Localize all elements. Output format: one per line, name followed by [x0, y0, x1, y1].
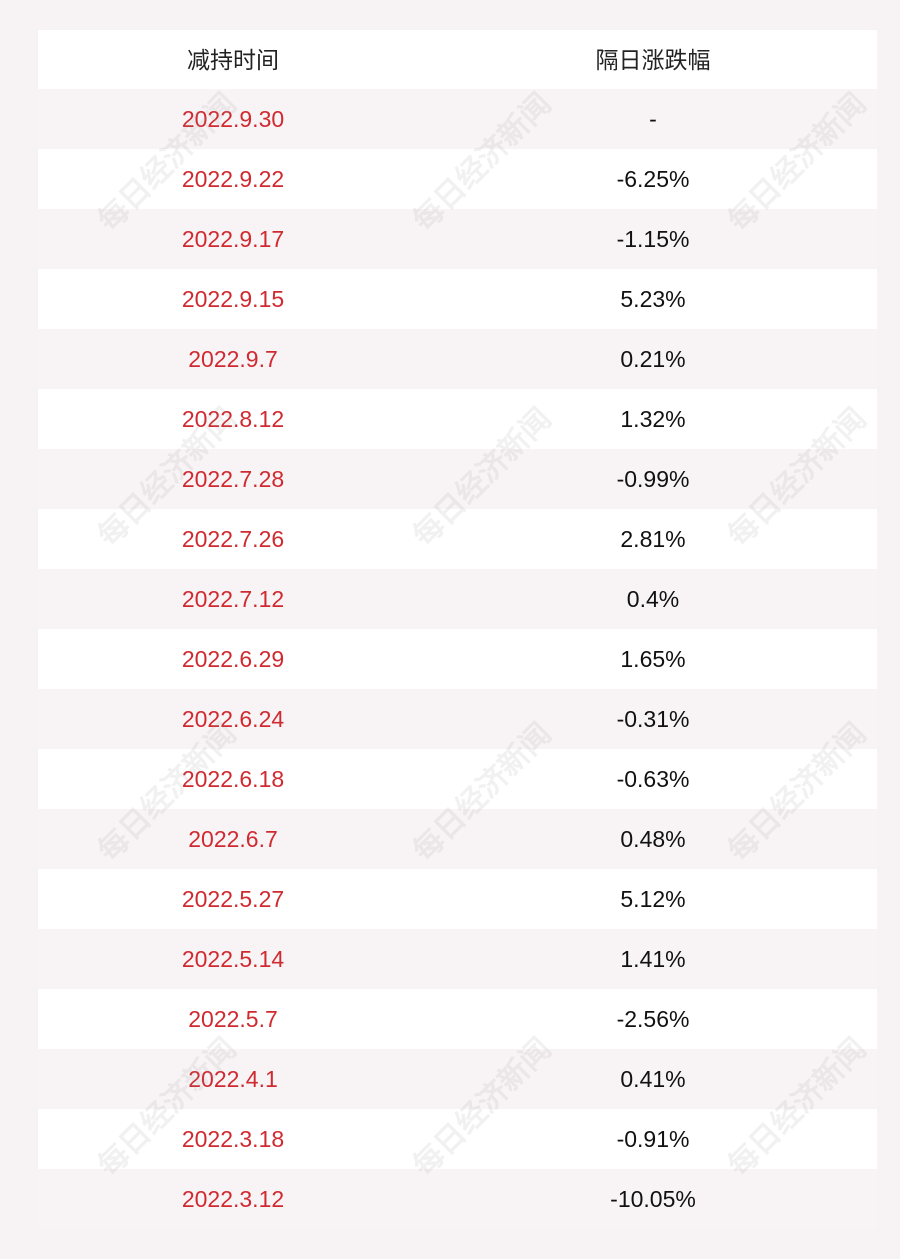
- date-cell: 2022.5.14: [181, 946, 285, 972]
- date-cell: 2022.9.7: [188, 346, 278, 372]
- date-cell: 2022.6.7: [188, 826, 278, 852]
- date-cell: 2022.5.27: [181, 886, 285, 912]
- table-row: 2022.5.7 -2.56%: [38, 989, 877, 1049]
- date-cell: 2022.9.22: [181, 166, 285, 192]
- change-cell: 0.41%: [620, 1066, 686, 1092]
- header-cell: 减持时间: [187, 47, 279, 73]
- change-cell: 5.23%: [620, 286, 686, 312]
- header-cell: 隔日涨跌幅: [595, 47, 711, 73]
- change-cell: -0.99%: [616, 466, 690, 492]
- table-row: 2022.9.30 -: [38, 89, 877, 149]
- change-cell: -: [649, 106, 657, 132]
- date-cell: 2022.4.1: [188, 1066, 278, 1092]
- change-cell: 2.81%: [620, 526, 686, 552]
- table-row: 2022.5.27 5.12%: [38, 869, 877, 929]
- table-row: 2022.6.24 -0.31%: [38, 689, 877, 749]
- table-row: 2022.7.26 2.81%: [38, 509, 877, 569]
- table-row: 2022.6.18 -0.63%: [38, 749, 877, 809]
- table-row: 2022.6.29 1.65%: [38, 629, 877, 689]
- table-row: 2022.9.7 0.21%: [38, 329, 877, 389]
- change-cell: -0.91%: [616, 1126, 690, 1152]
- table-row: 2022.9.17 -1.15%: [38, 209, 877, 269]
- table-row: 2022.5.14 1.41%: [38, 929, 877, 989]
- change-cell: 1.32%: [620, 406, 686, 432]
- change-cell: -6.25%: [616, 166, 690, 192]
- change-cell: -0.31%: [616, 706, 690, 732]
- change-cell: 1.41%: [620, 946, 686, 972]
- table-row: 2022.9.22 -6.25%: [38, 149, 877, 209]
- change-cell: 0.48%: [620, 826, 686, 852]
- table-row: 2022.9.15 5.23%: [38, 269, 877, 329]
- table-row: 2022.7.28 -0.99%: [38, 449, 877, 509]
- date-cell: 2022.6.29: [181, 646, 285, 672]
- change-cell: 0.21%: [620, 346, 686, 372]
- table-row: 2022.8.12 1.32%: [38, 389, 877, 449]
- change-cell: -1.15%: [616, 226, 690, 252]
- change-cell: 5.12%: [620, 886, 686, 912]
- date-cell: 2022.5.7: [188, 1006, 278, 1032]
- date-cell: 2022.9.30: [181, 106, 285, 132]
- date-cell: 2022.3.12: [181, 1186, 285, 1212]
- date-cell: 2022.6.24: [181, 706, 285, 732]
- date-cell: 2022.6.18: [181, 766, 285, 792]
- table-row: 2022.3.12 -10.05%: [38, 1169, 877, 1229]
- change-cell: 1.65%: [620, 646, 686, 672]
- date-cell: 2022.7.26: [181, 526, 285, 552]
- change-cell: -2.56%: [616, 1006, 690, 1032]
- change-cell: -10.05%: [610, 1186, 696, 1212]
- date-cell: 2022.7.12: [181, 586, 285, 612]
- date-cell: 2022.8.12: [181, 406, 285, 432]
- table-row: 2022.6.7 0.48%: [38, 809, 877, 869]
- change-cell: 0.4%: [626, 586, 680, 612]
- table-row: 2022.4.1 0.41%: [38, 1049, 877, 1109]
- change-cell: -0.63%: [616, 766, 690, 792]
- date-cell: 2022.7.28: [181, 466, 285, 492]
- date-cell: 2022.3.18: [181, 1126, 285, 1152]
- date-cell: 2022.9.17: [181, 226, 285, 252]
- table-row: 2022.3.18 -0.91%: [38, 1109, 877, 1169]
- date-cell: 2022.9.15: [181, 286, 285, 312]
- table-row: 2022.7.12 0.4%: [38, 569, 877, 629]
- header-row: 减持时间 隔日涨跌幅: [38, 30, 877, 90]
